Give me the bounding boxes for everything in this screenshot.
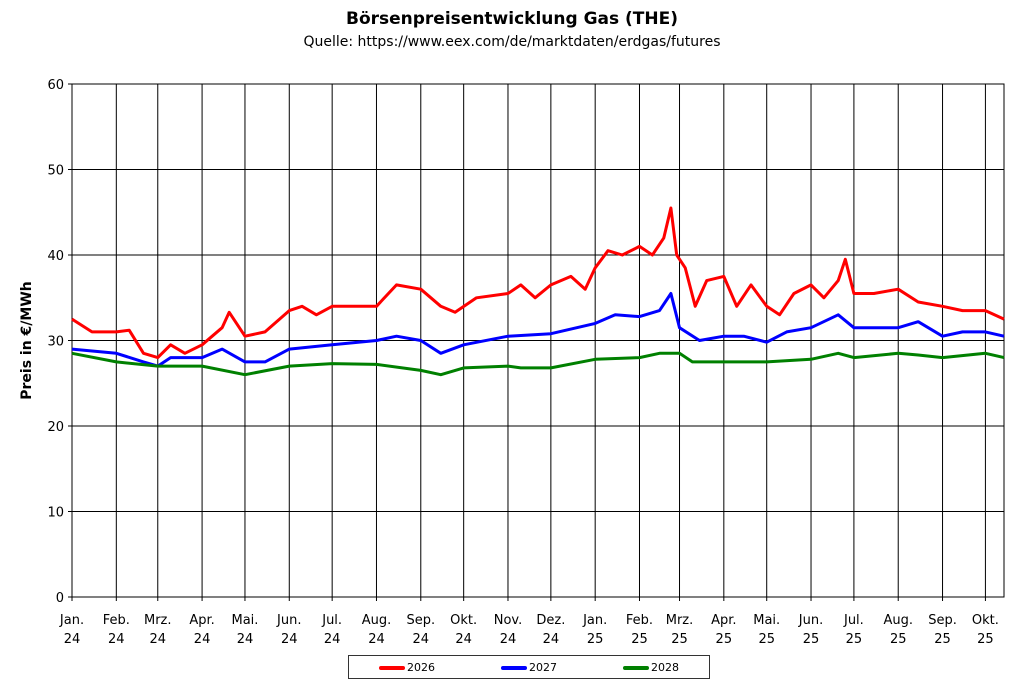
x-tick-label: Jun. bbox=[798, 613, 823, 628]
x-tick-label: 24 bbox=[149, 632, 166, 647]
x-tick-label: 24 bbox=[64, 632, 81, 647]
x-tick-label: Jan. bbox=[582, 613, 607, 628]
y-tick-label: 0 bbox=[56, 591, 64, 606]
y-tick-label: 40 bbox=[47, 249, 64, 264]
y-tick-label: 20 bbox=[47, 420, 64, 435]
x-tick-label: 25 bbox=[934, 632, 951, 647]
legend-swatch bbox=[379, 665, 405, 670]
x-tick-label: Apr. bbox=[711, 613, 736, 628]
plot-frame bbox=[71, 83, 1005, 598]
legend-label: 2028 bbox=[651, 661, 679, 674]
x-tick-label: 25 bbox=[716, 632, 733, 647]
x-tick-label: 25 bbox=[587, 632, 604, 647]
x-tick-label: 24 bbox=[237, 632, 254, 647]
x-tick-label: 24 bbox=[194, 632, 211, 647]
legend-swatch bbox=[623, 665, 649, 670]
x-tick-label: Sep. bbox=[928, 613, 957, 628]
series-line-2027 bbox=[71, 292, 1005, 368]
x-tick-label: Jul. bbox=[321, 613, 342, 628]
legend-label: 2026 bbox=[407, 661, 435, 674]
x-tick-label: Okt. bbox=[972, 613, 999, 628]
x-tick-label: 25 bbox=[671, 632, 688, 647]
x-tick-label: Jan. bbox=[59, 613, 84, 628]
x-tick-label: 25 bbox=[846, 632, 863, 647]
series-line-2026 bbox=[71, 206, 1005, 360]
x-tick-label: Nov. bbox=[494, 613, 523, 628]
x-tick-label: 24 bbox=[324, 632, 341, 647]
legend-swatch bbox=[501, 665, 527, 670]
x-tick-label: 25 bbox=[631, 632, 648, 647]
x-tick-label: 24 bbox=[368, 632, 385, 647]
x-tick-label: 25 bbox=[890, 632, 907, 647]
chart-title: Börsenpreisentwicklung Gas (THE) bbox=[345, 9, 679, 29]
x-tick-label: Mai. bbox=[231, 613, 258, 628]
x-tick-label: Mrz. bbox=[666, 613, 694, 628]
chart-subtitle: Quelle: https://www.eex.com/de/marktdate… bbox=[303, 34, 721, 50]
x-tick-label: Aug. bbox=[883, 613, 913, 628]
x-tick-label: 24 bbox=[413, 632, 430, 647]
legend-item-2027: 2027 bbox=[501, 661, 557, 674]
legend: 2026 2027 2028 bbox=[348, 655, 710, 679]
legend-item-2026: 2026 bbox=[379, 661, 435, 674]
x-tick-label: Feb. bbox=[626, 613, 653, 628]
x-tick-label: Sep. bbox=[406, 613, 435, 628]
x-tick-label: Okt. bbox=[450, 613, 477, 628]
x-tick-label: Feb. bbox=[103, 613, 130, 628]
x-tick-label: 25 bbox=[977, 632, 994, 647]
y-tick-label: 50 bbox=[47, 164, 64, 179]
x-tick-label: Aug. bbox=[362, 613, 392, 628]
x-tick-label: Jul. bbox=[843, 613, 864, 628]
x-tick-label: 24 bbox=[108, 632, 125, 647]
x-tick-label: 24 bbox=[500, 632, 517, 647]
legend-label: 2027 bbox=[529, 661, 557, 674]
x-tick-label: Apr. bbox=[189, 613, 214, 628]
legend-item-2028: 2028 bbox=[623, 661, 679, 674]
x-tick-label: Jun. bbox=[276, 613, 301, 628]
series-line-2028 bbox=[71, 351, 1005, 377]
y-tick-label: 10 bbox=[47, 506, 64, 521]
x-tick-label: 25 bbox=[803, 632, 820, 647]
x-tick-label: Dez. bbox=[536, 613, 565, 628]
y-tick-label: 60 bbox=[47, 78, 64, 93]
y-tick-label: 30 bbox=[47, 335, 64, 350]
x-tick-label: 24 bbox=[543, 632, 560, 647]
x-tick-label: 24 bbox=[455, 632, 472, 647]
x-tick-label: 24 bbox=[281, 632, 298, 647]
x-tick-label: 25 bbox=[758, 632, 775, 647]
x-tick-label: Mai. bbox=[753, 613, 780, 628]
y-axis-label: Preis in €/MWh bbox=[19, 281, 35, 400]
x-tick-label: Mrz. bbox=[144, 613, 172, 628]
